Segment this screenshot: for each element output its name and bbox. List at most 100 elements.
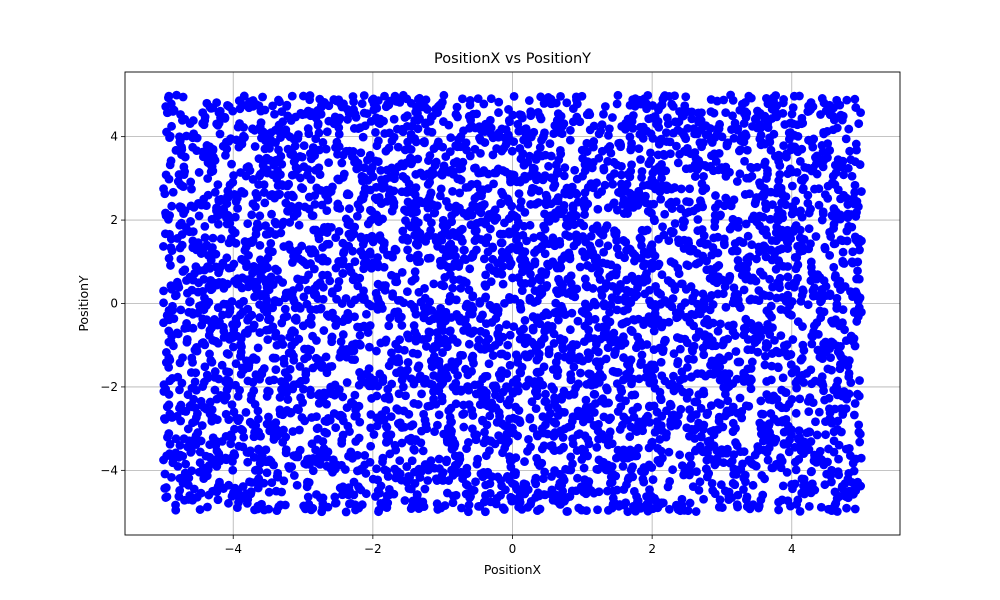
scatter-point [777, 403, 787, 413]
scatter-point [512, 231, 522, 241]
scatter-point [564, 232, 574, 241]
scatter-point [256, 271, 266, 281]
scatter-point [778, 373, 788, 383]
scatter-point [548, 235, 558, 245]
scatter-point [365, 150, 375, 160]
scatter-point [774, 279, 784, 289]
scatter-point [406, 145, 416, 154]
scatter-point [322, 399, 331, 409]
scatter-point [572, 112, 582, 122]
scatter-point [256, 106, 266, 116]
scatter-point [641, 198, 651, 208]
scatter-point [281, 448, 291, 458]
scatter-point [535, 319, 545, 329]
scatter-point [222, 144, 232, 154]
scatter-point [402, 121, 412, 131]
scatter-point [641, 413, 651, 423]
scatter-point [616, 402, 626, 412]
scatter-point [747, 240, 757, 250]
scatter-point [799, 474, 809, 484]
scatter-point [328, 182, 337, 192]
scatter-point [563, 506, 572, 516]
scatter-point [498, 332, 508, 342]
scatter-point [815, 446, 825, 456]
scatter-point [375, 369, 385, 379]
scatter-point [538, 474, 548, 484]
scatter-point [783, 272, 793, 282]
scatter-point [766, 245, 776, 255]
scatter-point [535, 231, 545, 241]
scatter-point [854, 119, 864, 129]
scatter-point [349, 229, 359, 239]
scatter-point [650, 309, 660, 318]
scatter-point [788, 119, 798, 129]
scatter-point [701, 464, 711, 474]
scatter-point [501, 439, 511, 449]
scatter-point [213, 495, 223, 505]
scatter-point [357, 99, 367, 109]
scatter-point [404, 409, 414, 419]
scatter-point [670, 285, 680, 294]
scatter-point [212, 394, 222, 404]
scatter-point [844, 486, 854, 496]
scatter-point [791, 365, 801, 374]
scatter-point [277, 385, 286, 394]
scatter-point [603, 505, 613, 515]
scatter-point [432, 476, 442, 485]
scatter-point [791, 278, 800, 288]
scatter-point [270, 296, 280, 305]
scatter-point [513, 358, 523, 367]
scatter-point [351, 437, 361, 446]
scatter-point [338, 330, 348, 339]
scatter-point [715, 495, 725, 505]
scatter-point [387, 136, 397, 146]
scatter-point [199, 120, 209, 130]
scatter-point [352, 164, 362, 174]
scatter-point [348, 147, 358, 156]
scatter-point [485, 479, 495, 489]
scatter-point [436, 503, 446, 513]
scatter-point [425, 151, 435, 160]
scatter-point [682, 260, 692, 270]
scatter-point [479, 438, 489, 448]
scatter-point [190, 345, 200, 355]
scatter-point [174, 282, 184, 292]
scatter-point [458, 94, 467, 104]
scatter-point [475, 297, 485, 306]
scatter-point [219, 299, 229, 309]
scatter-point [329, 409, 339, 418]
scatter-point [701, 130, 711, 140]
scatter-point [171, 290, 181, 300]
scatter-point [171, 505, 181, 515]
scatter-point [451, 295, 461, 305]
scatter-point [769, 129, 779, 139]
scatter-point [227, 159, 236, 169]
scatter-point [325, 362, 334, 372]
scatter-point [279, 313, 289, 322]
scatter-point [773, 362, 783, 372]
scatter-point [212, 98, 222, 107]
scatter-point [286, 201, 296, 211]
scatter-point [413, 240, 423, 250]
scatter-point [262, 468, 272, 478]
scatter-point [507, 243, 517, 252]
scatter-point [343, 115, 352, 124]
scatter-point [538, 427, 548, 437]
scatter-point [618, 461, 628, 471]
scatter-point [366, 441, 376, 451]
scatter-point [226, 331, 235, 341]
scatter-point [255, 300, 264, 309]
scatter-point [721, 108, 731, 117]
scatter-point [303, 454, 312, 464]
scatter-point [809, 273, 818, 282]
scatter-point [623, 507, 633, 517]
scatter-point [184, 307, 194, 317]
scatter-point [554, 306, 564, 316]
scatter-point [846, 155, 856, 165]
scatter-point [809, 327, 818, 337]
scatter-point [777, 456, 787, 466]
scatter-point [849, 334, 859, 343]
scatter-point [656, 299, 666, 309]
scatter-point [560, 407, 569, 417]
